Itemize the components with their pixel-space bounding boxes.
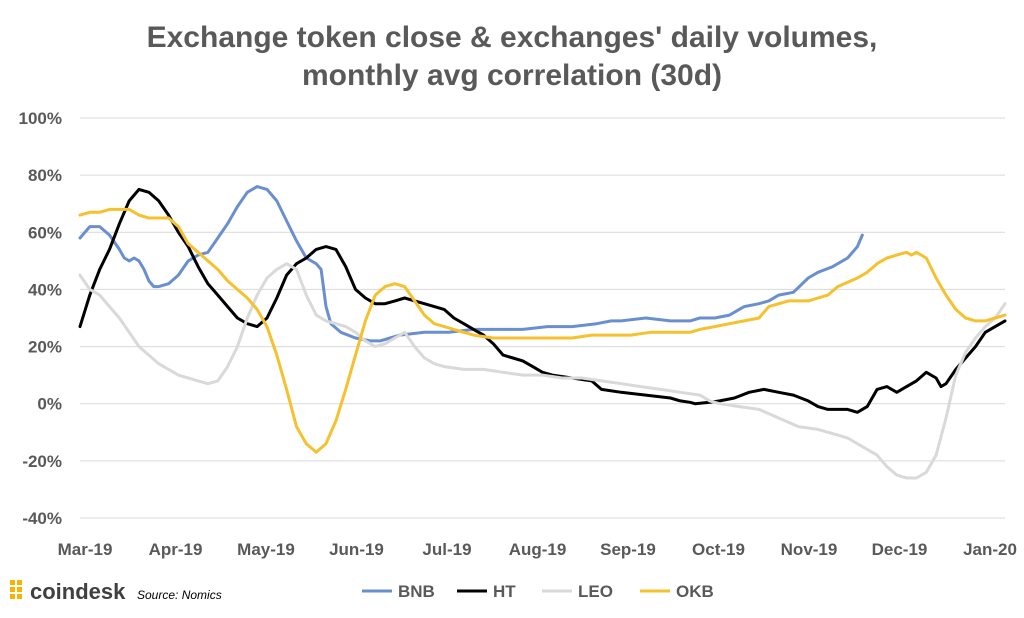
y-tick-label: 20% <box>28 338 62 357</box>
x-tick-label: May-19 <box>237 540 295 559</box>
series-line-leo <box>78 262 1007 480</box>
y-tick-label: 80% <box>28 166 62 185</box>
y-tick-label: 60% <box>28 223 62 242</box>
legend-label-leo: LEO <box>578 582 613 601</box>
y-tick-label: 100% <box>19 109 62 128</box>
x-tick-label: Mar-19 <box>58 540 113 559</box>
title-line: Exchange token close & exchanges' daily … <box>147 21 878 54</box>
gridlines <box>80 117 1005 519</box>
x-tick-label: Apr-19 <box>149 540 203 559</box>
y-tick-label: -40% <box>22 509 62 528</box>
x-tick-label: Dec-19 <box>872 540 928 559</box>
logo-text: coindesk <box>30 579 126 604</box>
x-tick-label: Oct-19 <box>692 540 745 559</box>
series-line-ht <box>78 187 1007 414</box>
x-tick-label: Aug-19 <box>509 540 567 559</box>
series-line-okb <box>78 207 1007 454</box>
x-tick-label: Nov-19 <box>781 540 838 559</box>
legend-label-ht: HT <box>493 582 516 601</box>
source-note: Source: Nomics <box>137 588 222 602</box>
y-axis-ticks: -40% -20% 0% 20% 40% 60% 80% 100% <box>19 109 62 528</box>
chart-title: Exchange token close & exchanges' daily … <box>147 21 878 92</box>
x-tick-label: Jul-19 <box>422 540 471 559</box>
y-tick-label: 0% <box>37 395 62 414</box>
legend-label-okb: OKB <box>676 582 714 601</box>
x-axis-ticks: Mar-19 Apr-19 May-19 Jun-19 Jul-19 Aug-19 Sep-… <box>58 540 1017 559</box>
legend: BNB HT LEO OKB <box>362 582 714 601</box>
x-tick-label: Jun-19 <box>329 540 384 559</box>
coindesk-logo: coindesk <box>10 579 126 604</box>
y-tick-label: -20% <box>22 452 62 471</box>
x-tick-label: Sep-19 <box>600 540 656 559</box>
y-tick-label: 40% <box>28 280 62 299</box>
x-tick-label: Jan-20 <box>963 540 1017 559</box>
title-line: monthly avg correlation (30d) <box>302 59 722 92</box>
footer: coindesk Source: Nomics <box>10 579 222 604</box>
series-line-bnb <box>78 185 864 343</box>
series-lines <box>78 185 1007 480</box>
legend-label-bnb: BNB <box>398 582 435 601</box>
